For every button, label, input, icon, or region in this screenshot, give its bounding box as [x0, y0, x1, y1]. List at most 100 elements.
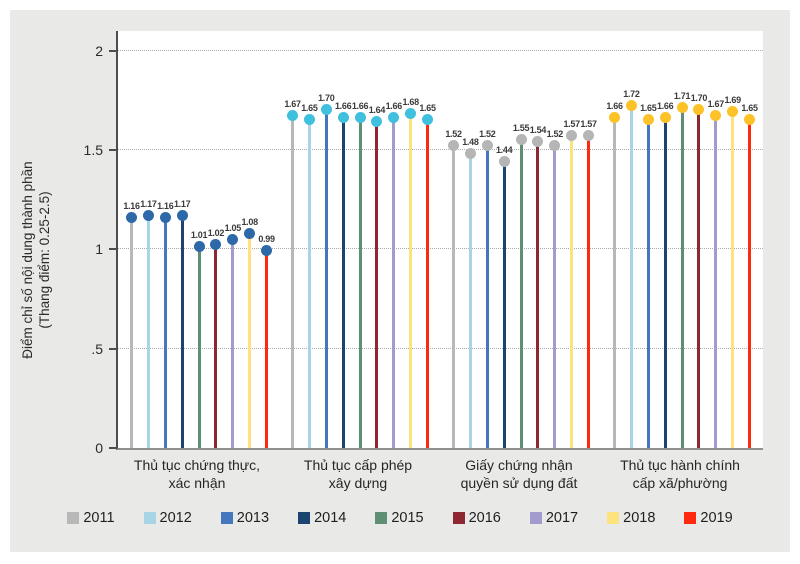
lollipop-2011: 1.66	[606, 31, 623, 448]
lollipop-2019: 1.65	[419, 31, 436, 448]
dot-2013	[320, 104, 332, 116]
lollipop-2013: 1.52	[479, 31, 496, 448]
lollipop-2019: 1.57	[580, 31, 597, 448]
legend-item-2014: 2014	[298, 510, 346, 526]
lollipop-2011: 1.67	[284, 31, 301, 448]
category-label-line: Thủ tục chứng thực,	[133, 457, 261, 473]
legend-swatch-icon	[452, 512, 465, 524]
lollipop-2013: 1.70	[318, 31, 335, 448]
category-group-3: 1.52 1.48 1.52 1.44 1.55 1.54 1.52 1.57 1.57	[445, 31, 597, 448]
stem-2015	[680, 108, 684, 448]
lollipop-2017: 1.67	[708, 31, 724, 448]
y-tick-label-1.5: 1.5	[83, 142, 103, 159]
dot-2019	[744, 114, 755, 126]
category-label-line: cấp xã/phường	[632, 475, 728, 491]
dot-2013	[481, 140, 493, 152]
dot-2015	[354, 112, 366, 124]
value-label: 1.48	[462, 137, 479, 148]
lollipop-2017: 1.52	[547, 31, 563, 448]
dot-2012	[142, 209, 154, 221]
lollipop-2017: 1.05	[225, 31, 241, 448]
legend-item-2015: 2015	[375, 510, 424, 526]
y-tick-mark-2	[109, 49, 116, 52]
stem-2012	[629, 106, 633, 448]
stem-2019	[587, 136, 590, 448]
legend-item-2013: 2013	[220, 510, 270, 526]
legend-label: 2019	[700, 510, 733, 526]
dot-2018	[405, 108, 417, 120]
dot-2018	[727, 106, 739, 118]
lollipop-2011: 1.52	[445, 31, 462, 448]
dot-2012	[625, 100, 637, 112]
stem-2019	[426, 120, 429, 448]
y-tick-mark-0	[109, 447, 116, 449]
dot-2016	[693, 104, 705, 116]
gridline-1	[118, 248, 763, 250]
category-label-line: Thủ tục hành chính	[620, 457, 740, 473]
stem-2014	[663, 118, 667, 448]
category-label-1: Thủ tục chứng thực, xác nhận	[116, 456, 278, 492]
legend-swatch-icon	[143, 512, 156, 524]
stem-2017	[714, 116, 718, 448]
y-tick-label-2: 2	[95, 42, 103, 59]
dot-2011	[448, 140, 459, 152]
dot-2012	[303, 114, 315, 126]
value-label: 1.52	[479, 129, 496, 140]
dot-2016	[532, 136, 544, 148]
dot-2019	[261, 245, 272, 257]
stem-2016	[214, 245, 218, 448]
y-axis-title: Điểm chỉ số nội dung thành phần (Thang đ…	[19, 50, 61, 470]
legend-item-2019: 2019	[684, 510, 733, 526]
chart-panel: Điểm chỉ số nội dung thành phần (Thang đ…	[10, 10, 790, 552]
legend-label: 2013	[236, 510, 270, 526]
lollipop-2015: 1.66	[352, 31, 368, 448]
dot-2014	[176, 209, 188, 221]
legend-item-2018: 2018	[607, 510, 655, 526]
lollipop-2014: 1.17	[174, 31, 191, 448]
legend-label: 2016	[468, 510, 501, 526]
stem-2016	[697, 110, 701, 448]
lollipop-2018: 1.08	[241, 31, 258, 448]
value-label: 1.65	[640, 103, 657, 114]
dot-2014	[659, 112, 671, 124]
gridline-.5	[118, 347, 763, 349]
lollipop-2019: 0.99	[258, 31, 275, 448]
legend-swatch-icon	[220, 512, 233, 524]
category-label-4: Thủ tục hành chính cấp xã/phường	[599, 456, 761, 492]
dot-2016	[371, 116, 383, 128]
stem-2016	[536, 142, 540, 448]
legend-item-2012: 2012	[143, 510, 192, 526]
value-label: 1.66	[334, 101, 352, 112]
dot-2013	[642, 114, 654, 126]
legend-label: 2018	[623, 510, 656, 526]
y-axis-title-line1: Điểm chỉ số nội dung thành phần	[20, 161, 35, 359]
category-label-2: Thủ tục cấp phép xây dựng	[277, 456, 439, 492]
legend-label: 2012	[159, 510, 192, 526]
stem-2017	[231, 239, 235, 448]
value-label: 1.66	[606, 101, 623, 112]
legend-label: 2011	[83, 510, 115, 526]
stem-2017	[553, 146, 557, 448]
legend-label: 2017	[545, 510, 579, 526]
stem-2014	[502, 162, 506, 448]
value-label: 1.66	[656, 101, 674, 112]
value-label: 1.68	[402, 97, 419, 108]
dot-2018	[244, 227, 256, 239]
value-label: 1.44	[495, 145, 513, 156]
category-label-3: Giấy chứng nhận quyền sử dụng đất	[438, 456, 600, 492]
value-label: 1.52	[445, 129, 462, 140]
dot-2015	[193, 241, 205, 253]
stem-2011	[291, 116, 294, 448]
legend-swatch-icon	[67, 512, 80, 524]
value-label: 0.99	[258, 234, 275, 245]
lollipop-2016: 1.02	[208, 31, 224, 448]
stem-2016	[375, 122, 379, 448]
stem-2011	[130, 217, 133, 448]
stem-2013	[324, 110, 328, 448]
stem-2011	[452, 146, 455, 448]
y-axis-title-line2: (Thang điểm: 0.25-2.5)	[37, 191, 52, 329]
stem-2014	[341, 118, 345, 448]
value-label: 1.16	[123, 200, 140, 211]
stem-2013	[485, 146, 489, 448]
